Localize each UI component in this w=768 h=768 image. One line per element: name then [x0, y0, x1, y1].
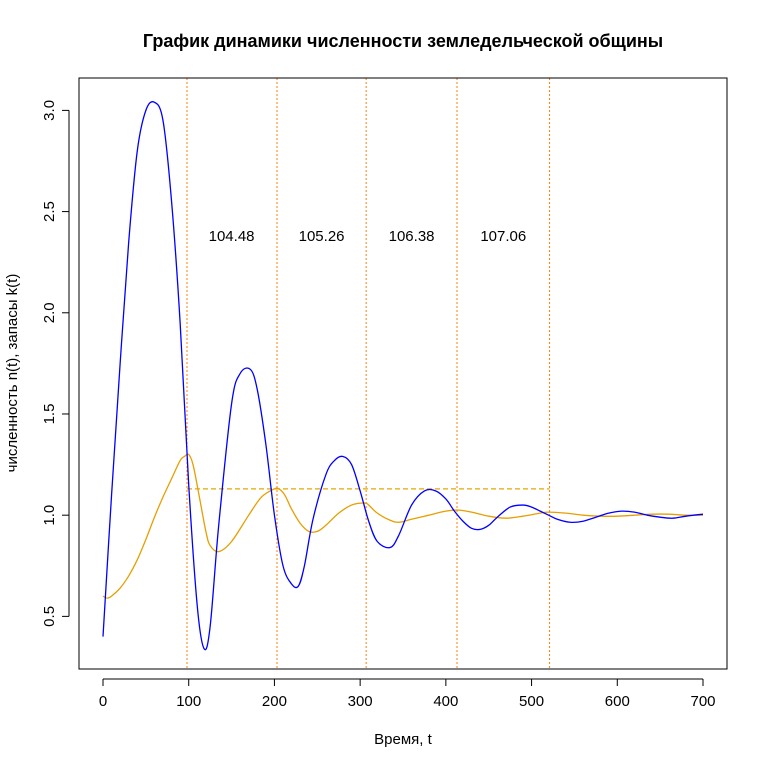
plot-content: 104.48 105.26 106.38 107.06: [102, 78, 704, 669]
x-tick-label: 600: [605, 693, 630, 710]
y-tick-label: 2.5: [41, 201, 58, 222]
x-tick-label: 0: [99, 693, 107, 710]
x-axis: 0 100 200 300 400 500 600 700: [99, 678, 716, 710]
y-axis-label: численность n(t), запасы k(t): [4, 274, 21, 473]
chart-title: График динамики численности земледельчес…: [143, 31, 663, 51]
x-tick-label: 200: [262, 693, 287, 710]
period-annotation-3: 107.06: [480, 228, 526, 245]
y-axis: 0.5 1.0 1.5 2.0 2.5 3.0: [41, 100, 70, 627]
population-line: [102, 101, 704, 651]
y-tick-label: 1.0: [41, 505, 58, 526]
y-tick-label: 0.5: [41, 606, 58, 627]
period-annotation-0: 104.48: [209, 228, 255, 245]
x-tick-label: 100: [176, 693, 201, 710]
reserves-line: [102, 453, 704, 599]
y-tick-label: 1.5: [41, 404, 58, 425]
x-tick-label: 400: [433, 693, 458, 710]
y-tick-label: 2.0: [41, 302, 58, 323]
period-annotation-1: 105.26: [299, 228, 345, 245]
y-tick-label: 3.0: [41, 100, 58, 121]
x-tick-label: 300: [348, 693, 373, 710]
period-annotation-2: 106.38: [389, 228, 435, 245]
x-axis-label: Время, t: [374, 731, 432, 748]
x-tick-label: 500: [519, 693, 544, 710]
x-tick-label: 700: [690, 693, 715, 710]
plot-frame: [78, 77, 728, 670]
